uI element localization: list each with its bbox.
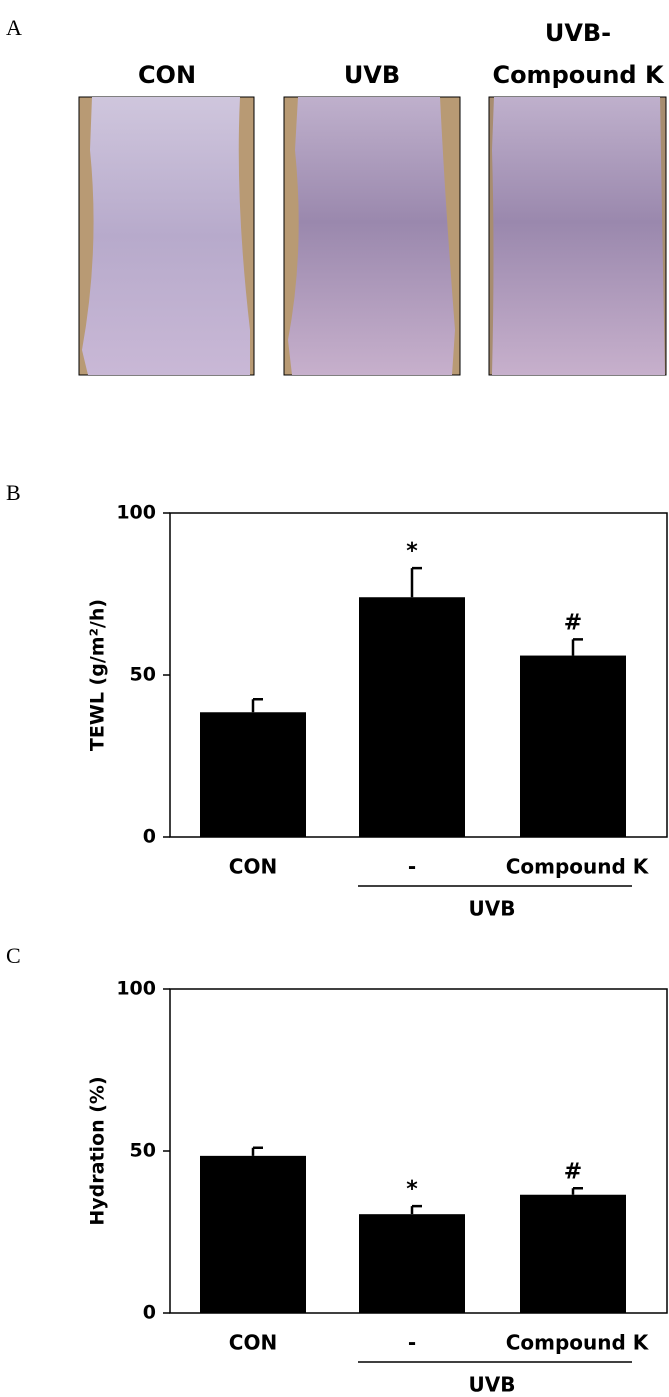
significance-label: * — [406, 539, 418, 564]
significance-label: # — [564, 1159, 582, 1184]
image-label: UVB — [344, 61, 400, 89]
y-axis-label: TEWL (g/m²/h) — [87, 599, 109, 751]
bar — [520, 1194, 626, 1313]
error-bar — [251, 1146, 263, 1156]
y-axis-label: Hydration (%) — [87, 1076, 109, 1225]
error-bar — [410, 566, 422, 598]
group-label: UVB — [469, 1373, 516, 1397]
y-tick-label: 0 — [143, 1302, 156, 1324]
bar — [200, 1155, 306, 1313]
panel-label: C — [6, 943, 21, 968]
image-label: UVB- — [545, 19, 611, 47]
error-bar — [251, 698, 263, 713]
error-bar — [410, 1204, 422, 1215]
bar — [520, 655, 626, 837]
error-bar — [571, 1187, 583, 1195]
y-tick-label: 100 — [116, 978, 156, 1000]
photo — [283, 96, 461, 376]
image-label: Compound K — [492, 61, 664, 89]
y-tick-label: 0 — [143, 826, 156, 848]
x-tick-label: - — [408, 1331, 416, 1355]
bar — [359, 597, 465, 837]
y-tick-label: 50 — [130, 1140, 156, 1162]
significance-label: # — [564, 610, 582, 635]
y-tick-label: 50 — [130, 664, 156, 686]
x-tick-label: Compound K — [506, 1331, 650, 1355]
x-tick-label: - — [408, 855, 416, 879]
panel-label: B — [6, 480, 21, 505]
x-tick-label: Compound K — [506, 855, 650, 879]
x-tick-label: CON — [229, 855, 277, 879]
photo — [488, 96, 667, 376]
photo — [78, 96, 255, 376]
x-tick-label: CON — [229, 1331, 277, 1355]
y-tick-label: 100 — [116, 502, 156, 524]
significance-label: * — [406, 1177, 418, 1202]
group-label: UVB — [469, 897, 516, 921]
bar — [359, 1214, 465, 1313]
bar — [200, 712, 306, 837]
image-label: CON — [138, 61, 196, 89]
panel-label: A — [6, 15, 22, 40]
error-bar — [571, 638, 583, 656]
